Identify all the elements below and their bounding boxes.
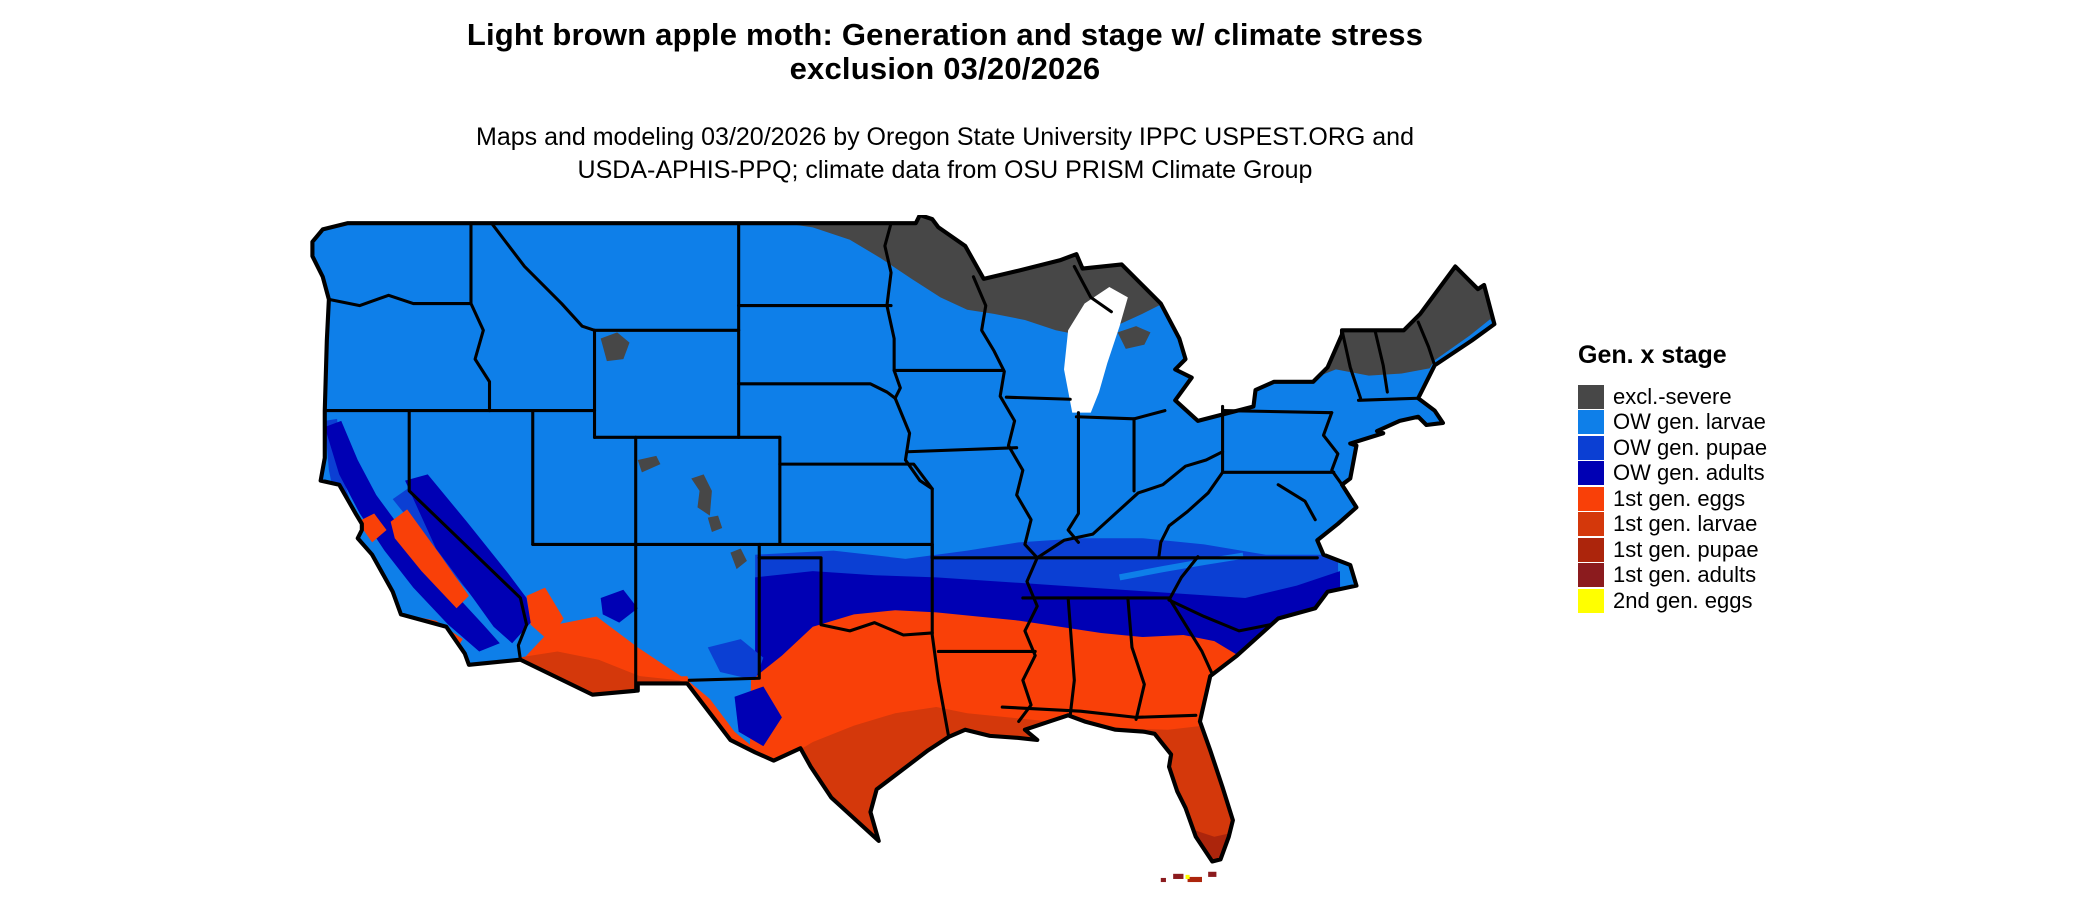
region-co-rockies-gray2 [707, 515, 723, 533]
us-map-svg [310, 215, 1497, 883]
legend-label-ow_larvae: OW gen. larvae [1613, 409, 1766, 435]
g1_eggs-swatch [1578, 486, 1604, 511]
florida-keys [1160, 871, 1217, 883]
ow_pupae-swatch [1578, 435, 1604, 460]
legend-label-g1_eggs: 1st gen. eggs [1613, 485, 1746, 511]
region-lower-mi-gray [1117, 326, 1151, 349]
legend-label-g1_adults: 1st gen. adults [1613, 562, 1757, 588]
g2_eggs-swatch [1578, 588, 1604, 613]
legend-item-g1_eggs: 1st gen. eggs [1578, 486, 1767, 512]
legend: Gen. x stage excl.-severe OW gen. larvae O… [1578, 341, 1767, 614]
ow_adults-swatch [1578, 461, 1604, 486]
state-borders [323, 221, 1437, 739]
region-central-valley-eggs [390, 509, 469, 609]
region-wtx-pupae-patch [707, 639, 764, 681]
region-g1-larvae-band [775, 707, 1344, 862]
legend-item-ow_larvae: OW gen. larvae [1578, 409, 1767, 436]
legend-label-ow_adults: OW gen. adults [1613, 460, 1765, 486]
legend-item-g1_pupae: 1st gen. pupae [1578, 537, 1767, 563]
legend-label-excl_severe: excl.-severe [1613, 383, 1732, 409]
map-fill-layers [312, 215, 1495, 862]
region-co-rockies-gray [691, 474, 712, 516]
region-az-mtn-navy [600, 589, 638, 623]
legend-label-g2_eggs: 2nd gen. eggs [1613, 587, 1753, 613]
region-uinta-gray [637, 455, 661, 473]
legend-item-g1_larvae: 1st gen. larvae [1578, 511, 1767, 538]
region-bayarea-eggs [357, 513, 387, 543]
legend-label-ow_pupae: OW gen. pupae [1613, 434, 1768, 460]
legend-title: Gen. x stage [1578, 341, 1727, 369]
region-ca-coast-navy [324, 420, 500, 652]
legend-item-ow_adults: OW gen. adults [1578, 460, 1767, 487]
lake-michigan [1064, 287, 1128, 413]
region-wtx-navy-patch [734, 686, 782, 747]
region-excl-upper-midwest [756, 215, 1163, 337]
map-subtitle-line1: Maps and modeling 03/20/2026 by Oregon S… [476, 123, 1414, 151]
us-risk-map [298, 215, 1585, 915]
ow_larvae-swatch [1578, 410, 1604, 435]
legend-label-g1_larvae: 1st gen. larvae [1613, 511, 1758, 537]
map-subtitle: Maps and modeling 03/20/2026 by Oregon S… [0, 121, 1890, 187]
region-yellowstone-gray [600, 332, 630, 362]
legend-label-g1_pupae: 1st gen. pupae [1613, 536, 1759, 562]
legend-item-g2_eggs: 2nd gen. eggs [1578, 588, 1767, 614]
g1_larvae-swatch [1578, 512, 1604, 537]
region-wtx-rio-grande-eggs [685, 678, 782, 765]
excl_severe-swatch [1578, 384, 1604, 409]
map-title: Light brown apple moth: Generation and s… [0, 18, 1890, 86]
legend-item-ow_pupae: OW gen. pupae [1578, 435, 1767, 461]
map-subtitle-line2: USDA-APHIS-PPQ; climate data from OSU PR… [577, 156, 1313, 184]
region-sangre-gray [730, 548, 747, 570]
page: { "title": { "line1": "Light brown apple… [0, 17, 1890, 883]
region-colorado-river-eggs [526, 587, 564, 642]
legend-item-g1_adults: 1st gen. adults [1578, 562, 1767, 589]
g1_adults-swatch [1578, 563, 1604, 588]
legend-item-excl_severe: excl.-severe [1578, 384, 1767, 410]
region-excl-northeast [1315, 260, 1495, 378]
keys-yellow-speck [1185, 874, 1190, 879]
legend-items: excl.-severe OW gen. larvae OW gen. pupae O… [1578, 384, 1767, 614]
g1_pupae-swatch [1578, 537, 1604, 562]
map-title-line1: Light brown apple moth: Generation and s… [466, 17, 1424, 52]
map-title-line2: exclusion 03/20/2026 [789, 51, 1101, 86]
us-outline [310, 215, 1497, 864]
